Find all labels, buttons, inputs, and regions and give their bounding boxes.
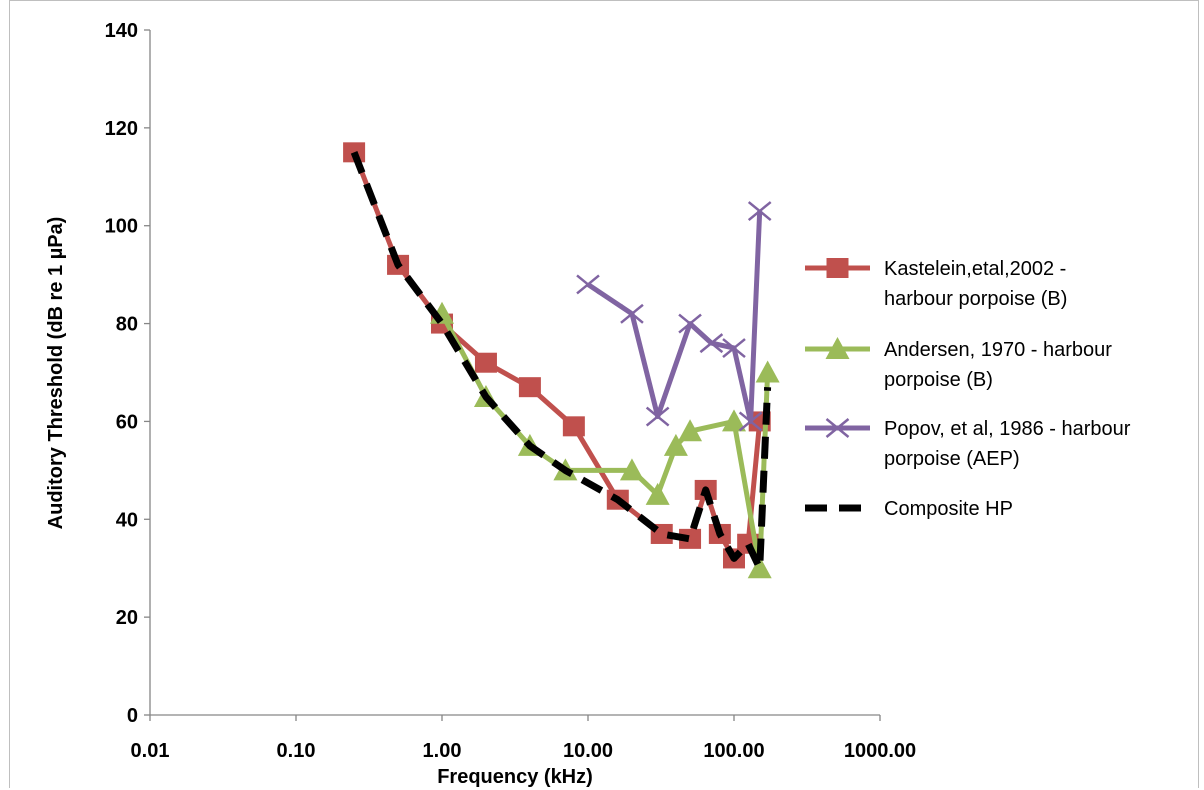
- legend-label: harbour porpoise (B): [884, 288, 1067, 310]
- marker-stroke: [576, 274, 600, 295]
- series-3: [350, 151, 772, 572]
- data-point: [747, 201, 772, 222]
- data-point: [518, 377, 541, 398]
- legend-entry-3: Composite HP: [805, 498, 1013, 520]
- y-axis-title: Auditory Threshold (dB re 1 µPa): [45, 217, 67, 530]
- marker-stroke: [738, 411, 763, 432]
- x-tick-label: 100.00: [703, 740, 764, 762]
- x-tick-label: 1000.00: [844, 740, 916, 762]
- legend-entry-1: Andersen, 1970 - harbour porpoise (B): [805, 337, 1112, 391]
- marker-stroke: [699, 333, 724, 354]
- y-tick-label: 100: [105, 216, 138, 238]
- data-point: [562, 416, 585, 437]
- data-point: [678, 313, 702, 334]
- series-layer: [343, 142, 780, 579]
- series-0: [343, 142, 771, 569]
- data-point: [619, 458, 644, 481]
- axes: 0 20 40 60 80 100 120 140 0.01 0.10 1.00 10.00 100.0…: [105, 20, 917, 762]
- marker-stroke: [747, 201, 772, 222]
- data-point: [663, 433, 688, 456]
- marker-stroke: [678, 313, 702, 334]
- legend-label: porpoise (AEP): [884, 448, 1020, 470]
- legend-entry-2: Popov, et al, 1986 - harbour porpoise (AE…: [805, 418, 1131, 470]
- y-tick-label: 120: [105, 118, 138, 140]
- legend-entry-0: Kastelein,etal,2002 - harbour porpoise (B…: [805, 258, 1067, 310]
- data-point: [620, 303, 644, 324]
- marker-stroke: [722, 338, 746, 359]
- data-point: [755, 360, 780, 383]
- data-point: [678, 419, 703, 442]
- legend-label: Andersen, 1970 - harbour: [884, 339, 1112, 361]
- series-line: [350, 151, 772, 572]
- data-point: [722, 409, 746, 432]
- series-line: [586, 210, 763, 424]
- x-tick-label: 1.00: [423, 740, 462, 762]
- y-tick-label: 140: [105, 20, 138, 42]
- data-point: [747, 556, 772, 579]
- legend-label: Popov, et al, 1986 - harbour: [884, 418, 1131, 440]
- marker-stroke: [620, 303, 644, 324]
- data-point: [738, 411, 763, 432]
- series-2: [576, 201, 772, 432]
- legend-label: porpoise (B): [884, 369, 993, 391]
- data-point: [722, 338, 746, 359]
- data-point: [645, 482, 670, 505]
- y-tick-label: 20: [116, 607, 138, 629]
- y-tick-label: 40: [116, 509, 138, 531]
- marker-stroke: [645, 406, 670, 427]
- legend-label: Composite HP: [884, 498, 1013, 520]
- x-tick-label: 0.01: [131, 740, 170, 762]
- legend-label: Kastelein,etal,2002 -: [884, 258, 1066, 280]
- x-tick-label: 0.10: [277, 740, 316, 762]
- data-point: [679, 528, 702, 549]
- legend-marker: [825, 337, 850, 359]
- x-axis-title: Frequency (kHz): [437, 766, 593, 788]
- chart-frame: [9, 0, 1199, 788]
- marker-stroke: [825, 418, 850, 438]
- legend-marker: [825, 418, 850, 438]
- data-point: [699, 333, 724, 354]
- data-point: [576, 274, 600, 295]
- data-point: [645, 406, 670, 427]
- legend: Kastelein,etal,2002 - harbour porpoise (B…: [805, 258, 1131, 520]
- x-tick-label: 10.00: [563, 740, 613, 762]
- y-tick-label: 60: [116, 411, 138, 433]
- legend-marker: [826, 258, 849, 278]
- y-tick-label: 0: [127, 705, 138, 727]
- y-tick-label: 80: [116, 314, 138, 336]
- data-point: [474, 352, 497, 373]
